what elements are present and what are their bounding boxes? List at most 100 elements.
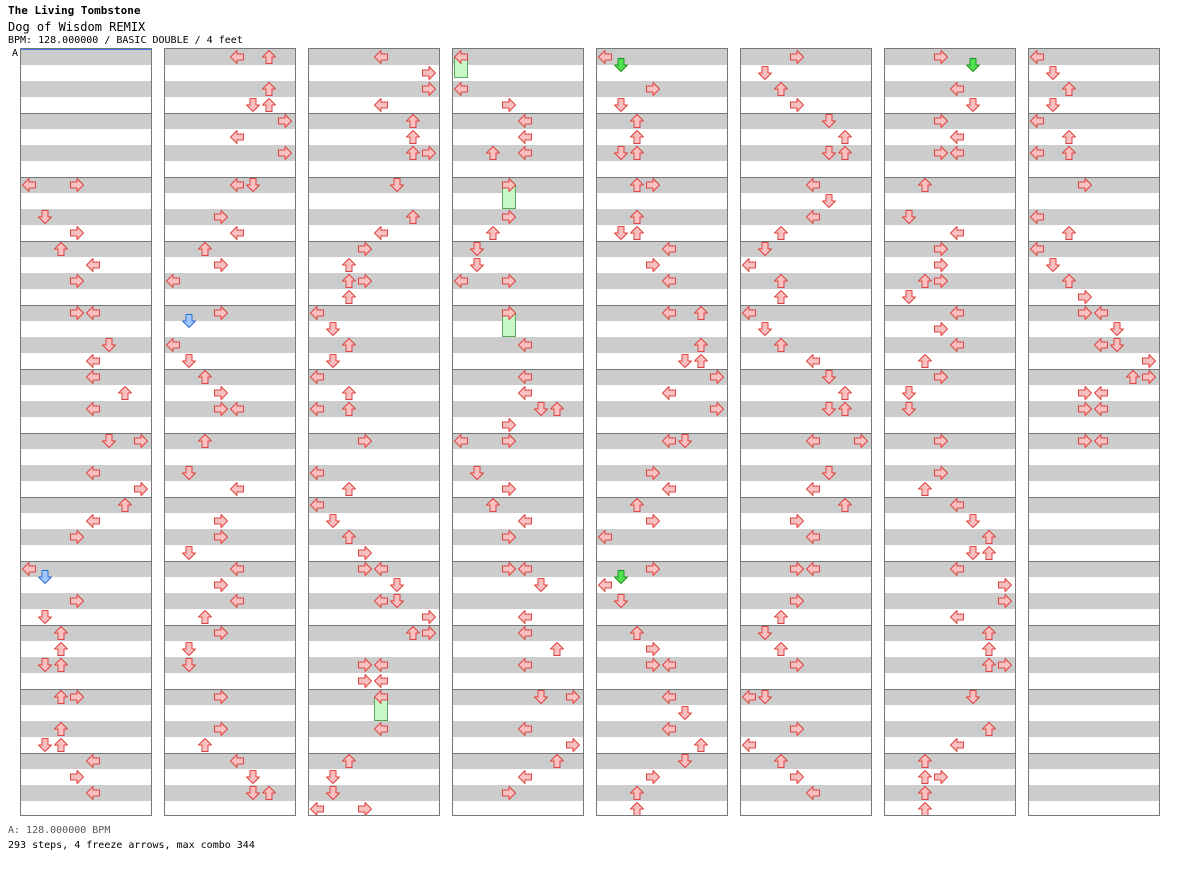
measure-line xyxy=(453,433,583,434)
down-arrow-icon xyxy=(389,593,405,609)
left-arrow-icon xyxy=(229,753,245,769)
left-arrow-icon xyxy=(661,305,677,321)
right-arrow-icon xyxy=(69,305,85,321)
right-arrow-icon xyxy=(565,689,581,705)
up-arrow-icon xyxy=(773,609,789,625)
right-arrow-icon xyxy=(1077,401,1093,417)
left-arrow-icon xyxy=(229,401,245,417)
up-arrow-icon xyxy=(917,481,933,497)
up-arrow-icon xyxy=(693,337,709,353)
left-arrow-icon xyxy=(453,273,469,289)
left-arrow-icon xyxy=(309,497,325,513)
down-arrow-icon xyxy=(181,641,197,657)
chart-column xyxy=(740,48,872,816)
measure-line xyxy=(1029,305,1159,306)
measure-line xyxy=(453,369,583,370)
measure-line xyxy=(21,689,151,690)
down-arrow-icon xyxy=(821,465,837,481)
measure-line xyxy=(741,689,871,690)
up-arrow-icon xyxy=(341,401,357,417)
right-arrow-icon xyxy=(501,529,517,545)
right-arrow-icon xyxy=(213,689,229,705)
left-arrow-icon xyxy=(805,561,821,577)
down-arrow-icon xyxy=(613,593,629,609)
left-arrow-icon xyxy=(229,177,245,193)
left-arrow-icon xyxy=(85,369,101,385)
down-arrow-icon xyxy=(181,465,197,481)
right-arrow-icon xyxy=(933,769,949,785)
left-arrow-icon xyxy=(805,785,821,801)
left-arrow-icon xyxy=(597,49,613,65)
up-arrow-icon xyxy=(405,209,421,225)
down-arrow-icon xyxy=(325,769,341,785)
down-arrow-icon xyxy=(101,433,117,449)
up-arrow-icon xyxy=(1061,81,1077,97)
down-arrow-icon xyxy=(757,689,773,705)
up-arrow-icon xyxy=(197,609,213,625)
song-artist: The Living Tombstone xyxy=(8,4,141,17)
measure-line xyxy=(309,689,439,690)
right-arrow-icon xyxy=(213,513,229,529)
right-arrow-icon xyxy=(69,529,85,545)
up-arrow-icon xyxy=(629,497,645,513)
down-arrow-icon xyxy=(965,57,981,73)
down-arrow-icon xyxy=(821,113,837,129)
left-arrow-icon xyxy=(85,465,101,481)
down-arrow-icon xyxy=(101,337,117,353)
measure-line xyxy=(309,305,439,306)
measure-line xyxy=(21,433,151,434)
up-arrow-icon xyxy=(405,113,421,129)
measure-line xyxy=(21,753,151,754)
down-arrow-icon xyxy=(821,369,837,385)
right-arrow-icon xyxy=(789,593,805,609)
left-arrow-icon xyxy=(949,225,965,241)
right-arrow-icon xyxy=(789,513,805,529)
measure-line xyxy=(885,625,1015,626)
up-arrow-icon xyxy=(341,753,357,769)
down-arrow-icon xyxy=(677,353,693,369)
measure-line xyxy=(165,433,295,434)
left-arrow-icon xyxy=(741,737,757,753)
measure-line xyxy=(597,369,727,370)
down-arrow-icon xyxy=(901,401,917,417)
up-arrow-icon xyxy=(981,625,997,641)
left-arrow-icon xyxy=(661,241,677,257)
right-arrow-icon xyxy=(69,689,85,705)
right-arrow-icon xyxy=(501,433,517,449)
right-arrow-icon xyxy=(933,369,949,385)
right-arrow-icon xyxy=(357,657,373,673)
right-arrow-icon xyxy=(789,721,805,737)
up-arrow-icon xyxy=(1061,273,1077,289)
left-arrow-icon xyxy=(741,689,757,705)
left-arrow-icon xyxy=(453,81,469,97)
right-arrow-icon xyxy=(1077,385,1093,401)
left-arrow-icon xyxy=(1093,433,1109,449)
left-arrow-icon xyxy=(517,769,533,785)
right-arrow-icon xyxy=(357,273,373,289)
measure-line xyxy=(885,113,1015,114)
measure-line xyxy=(885,561,1015,562)
left-arrow-icon xyxy=(517,657,533,673)
bpm-marker-label: A xyxy=(12,48,19,59)
left-arrow-icon xyxy=(229,225,245,241)
measure-line xyxy=(453,305,583,306)
up-arrow-icon xyxy=(837,497,853,513)
bpm-change-line xyxy=(21,49,151,50)
right-arrow-icon xyxy=(357,545,373,561)
right-arrow-icon xyxy=(933,321,949,337)
right-arrow-icon xyxy=(421,81,437,97)
measure-line xyxy=(21,625,151,626)
up-arrow-icon xyxy=(837,385,853,401)
down-arrow-icon xyxy=(757,321,773,337)
measure-line xyxy=(1029,369,1159,370)
right-arrow-icon xyxy=(789,49,805,65)
right-arrow-icon xyxy=(933,145,949,161)
up-arrow-icon xyxy=(53,641,69,657)
up-arrow-icon xyxy=(981,641,997,657)
left-arrow-icon xyxy=(1029,145,1045,161)
down-arrow-icon xyxy=(37,609,53,625)
measure-line xyxy=(21,305,151,306)
right-arrow-icon xyxy=(933,241,949,257)
up-arrow-icon xyxy=(197,241,213,257)
right-arrow-icon xyxy=(1077,433,1093,449)
